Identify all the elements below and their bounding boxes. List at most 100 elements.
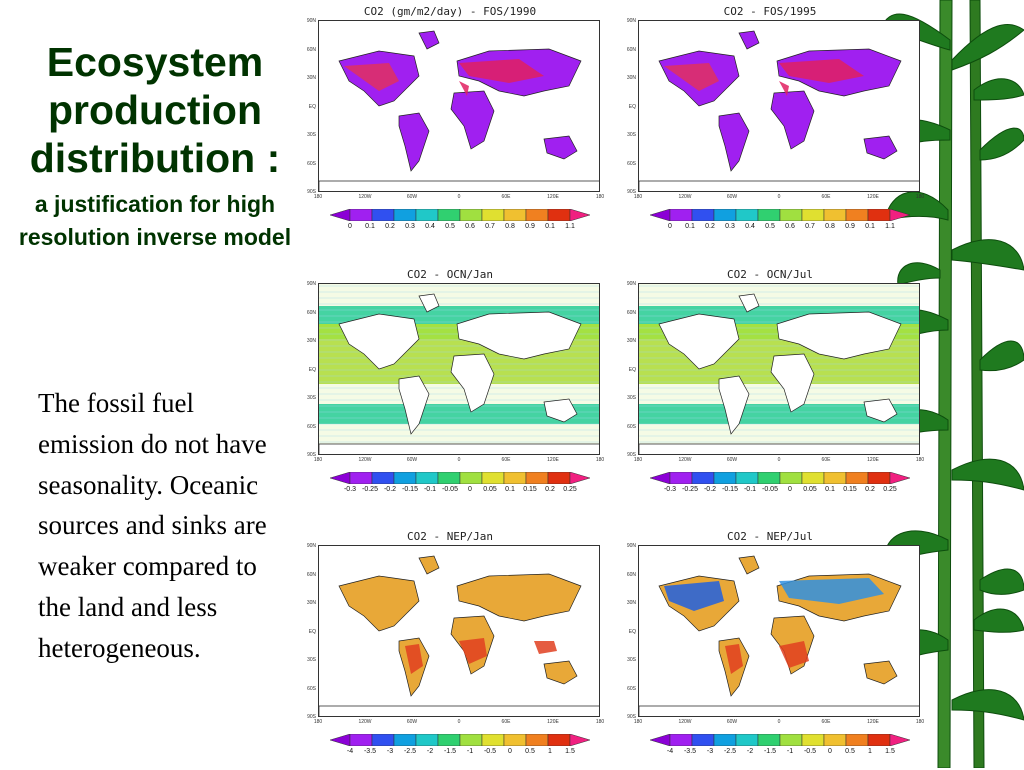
latitude-label: 90S — [627, 452, 636, 458]
colorbar-label: 1.1 — [885, 223, 895, 230]
longitude-label: 180 — [313, 719, 323, 725]
colorbar-label: 0.9 — [845, 223, 855, 230]
longitude-label: 120W — [358, 719, 372, 725]
colorbar — [330, 734, 590, 746]
longitude-label: 0 — [777, 719, 781, 725]
longitude-label: 180 — [915, 457, 925, 463]
latitude-label: 90N — [306, 18, 316, 24]
world-map — [638, 283, 920, 455]
colorbar-label: 0.5 — [525, 748, 535, 755]
latitude-label: 60S — [627, 160, 636, 167]
colorbar-label: 0.3 — [405, 223, 415, 230]
latitude-label: 60N — [626, 46, 636, 53]
colorbar-label: 0.2 — [705, 223, 715, 230]
colorbar-label: 0.7 — [485, 223, 495, 230]
latitude-label: 60S — [307, 160, 316, 167]
colorbar — [650, 209, 910, 221]
latitude-label: EQ — [308, 628, 316, 635]
longitude-label: 60E — [501, 719, 511, 725]
colorbar-label: 0.2 — [545, 486, 555, 493]
colorbar-label: -2.5 — [723, 748, 737, 755]
latitude-label: 30S — [627, 657, 636, 663]
longitude-label: 180 — [595, 194, 605, 200]
latitude-label: 30S — [307, 132, 316, 138]
longitude-label: 0 — [777, 194, 781, 200]
longitude-label: 120E — [547, 194, 559, 200]
latitude-label: 90N — [626, 281, 636, 287]
map-panel: CO2 - OCN/Jan 90N 60N 30N EQ 30S 60S 90S 180 120W… — [300, 268, 604, 508]
latitude-label: EQ — [628, 103, 636, 110]
longitude-label: 60E — [501, 194, 511, 200]
latitude-label: 60S — [307, 423, 316, 430]
colorbar-label: -0.15 — [722, 486, 738, 493]
colorbar-label: -0.2 — [703, 486, 717, 493]
world-map — [638, 545, 920, 717]
colorbar-label: -3 — [386, 748, 394, 755]
colorbar-label: 0 — [508, 748, 512, 755]
longitude-label: 60W — [726, 719, 738, 725]
colorbar — [330, 472, 590, 484]
latitude-label: 60N — [626, 309, 636, 316]
longitude-label: 120W — [678, 194, 692, 200]
longitude-label: 120E — [867, 457, 879, 463]
map-panel-title: CO2 - FOS/1995 — [723, 5, 817, 18]
colorbar-label: 0.4 — [425, 223, 435, 230]
world-map — [318, 20, 600, 192]
colorbar-label: 0.5 — [445, 223, 455, 230]
longitude-label: 0 — [457, 719, 461, 725]
longitude-label: 60E — [501, 457, 511, 463]
world-map-graphic — [639, 21, 919, 191]
colorbar-label: -0.05 — [762, 486, 778, 493]
slide-subtitle: a justification for high resolution inve… — [18, 191, 292, 250]
colorbar-label: 0.9 — [525, 223, 535, 230]
slide-title: Ecosystem production distribution : — [29, 39, 281, 181]
latitude-label: 90S — [307, 452, 316, 458]
colorbar-label: 0 — [468, 486, 472, 493]
world-map-graphic — [319, 546, 599, 716]
colorbar-label: -3.5 — [683, 748, 697, 755]
latitude-label: 90N — [306, 543, 316, 549]
latitude-label: 30S — [627, 132, 636, 138]
map-panel: CO2 (gm/m2/day) - FOS/1990 90N 60N 30N EQ 30S… — [300, 5, 604, 245]
colorbar-label: -4 — [346, 748, 354, 755]
colorbar-label: -0.5 — [803, 748, 817, 755]
colorbar-label: 0.2 — [865, 486, 875, 493]
latitude-label: 60S — [307, 685, 316, 692]
longitude-label: 60W — [406, 194, 418, 200]
colorbar-label: -1.5 — [763, 748, 777, 755]
colorbar-label: 0.1 — [545, 223, 555, 230]
longitude-label: 120W — [678, 457, 692, 463]
colorbar-label: -0.25 — [362, 486, 378, 493]
colorbar-label: 0 — [668, 223, 672, 230]
colorbar-label: 0.1 — [865, 223, 875, 230]
map-panel: CO2 - NEP/Jan 90N 60N 30N EQ 30S 60S 90S 180 120W… — [300, 530, 604, 770]
colorbar-label: 0.15 — [523, 486, 537, 493]
colorbar-label: -2.5 — [403, 748, 417, 755]
longitude-label: 60E — [821, 194, 831, 200]
longitude-label: 180 — [595, 719, 605, 725]
world-map-graphic — [319, 21, 599, 191]
colorbar-label: -1 — [786, 748, 794, 755]
latitude-label: 30N — [306, 600, 316, 606]
latitude-label: EQ — [628, 366, 636, 373]
colorbar-label: -1.5 — [443, 748, 457, 755]
longitude-label: 60W — [406, 719, 418, 725]
map-panel-title: CO2 - OCN/Jul — [726, 268, 814, 281]
map-panel: CO2 - FOS/1995 90N 60N 30N EQ 30S 60S 90S 180 120… — [620, 5, 924, 245]
colorbar-label: -4 — [666, 748, 674, 755]
latitude-label: 90S — [627, 714, 636, 720]
latitude-label: 90S — [627, 189, 636, 195]
colorbar-label: 1.5 — [565, 748, 575, 755]
map-panel-title: CO2 - NEP/Jul — [726, 530, 814, 543]
colorbar-label: 1.1 — [565, 223, 575, 230]
latitude-label: 60N — [306, 46, 316, 53]
world-map-graphic — [319, 284, 599, 454]
colorbar-label: 0.2 — [385, 223, 395, 230]
longitude-label: 120E — [547, 457, 559, 463]
longitude-label: 0 — [457, 457, 461, 463]
latitude-label: 30N — [306, 338, 316, 344]
map-panel-title: CO2 - NEP/Jan — [406, 530, 494, 543]
longitude-label: 60W — [726, 457, 738, 463]
colorbar-label: -0.5 — [483, 748, 497, 755]
colorbar-label: -3 — [706, 748, 714, 755]
